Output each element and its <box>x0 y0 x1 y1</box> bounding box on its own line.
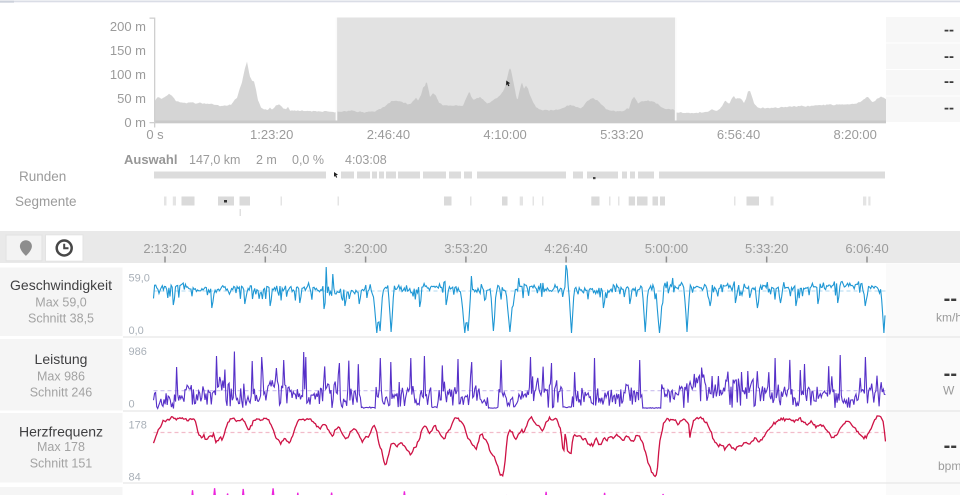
svg-text:Geschwindigkeit: Geschwindigkeit <box>10 277 112 293</box>
svg-text:W: W <box>943 384 955 398</box>
svg-text:4:10:00: 4:10:00 <box>483 127 526 142</box>
svg-text:1:23:20: 1:23:20 <box>250 127 293 142</box>
svg-text:0 m: 0 m <box>124 115 146 130</box>
svg-text:bpm: bpm <box>938 459 960 473</box>
svg-text:2:46:40: 2:46:40 <box>367 127 410 142</box>
svg-text:147,0 km: 147,0 km <box>189 153 240 167</box>
svg-text:6:06:40: 6:06:40 <box>845 241 888 256</box>
svg-text:100 m: 100 m <box>110 67 146 82</box>
svg-text:2:46:40: 2:46:40 <box>244 241 287 256</box>
svg-text:84: 84 <box>129 472 141 484</box>
svg-text:Schnitt 151: Schnitt 151 <box>30 457 93 471</box>
svg-text:0: 0 <box>129 399 135 411</box>
svg-text:Auswahl: Auswahl <box>124 152 177 167</box>
svg-text:Max 986: Max 986 <box>37 370 85 384</box>
svg-text:0 s: 0 s <box>146 127 164 142</box>
svg-text:59,0: 59,0 <box>129 273 150 285</box>
svg-text:150 m: 150 m <box>110 43 146 58</box>
svg-text:--: -- <box>944 73 954 90</box>
svg-text:--: -- <box>944 288 957 310</box>
svg-text:--: -- <box>944 435 957 457</box>
svg-text:178: 178 <box>129 420 147 432</box>
svg-text:Schnitt 246: Schnitt 246 <box>30 386 93 400</box>
svg-text:4:03:08: 4:03:08 <box>345 153 387 167</box>
svg-text:5:00:00: 5:00:00 <box>645 241 688 256</box>
svg-text:Segmente: Segmente <box>15 194 77 209</box>
svg-text:Herzfrequenz: Herzfrequenz <box>19 424 103 440</box>
svg-text:5:33:20: 5:33:20 <box>600 127 643 142</box>
svg-text:--: -- <box>944 100 954 117</box>
svg-text:200 m: 200 m <box>110 19 146 34</box>
svg-text:8:20:00: 8:20:00 <box>834 127 877 142</box>
svg-text:Max 59,0: Max 59,0 <box>35 296 86 310</box>
svg-text:--: -- <box>944 22 954 39</box>
svg-text:3:20:00: 3:20:00 <box>344 241 387 256</box>
svg-text:--: -- <box>944 48 954 65</box>
svg-text:5:33:20: 5:33:20 <box>745 241 788 256</box>
svg-text:2 m: 2 m <box>256 153 277 167</box>
svg-text:--: -- <box>944 363 957 385</box>
svg-text:km/h: km/h <box>936 311 960 325</box>
svg-text:4:26:40: 4:26:40 <box>544 241 587 256</box>
svg-text:Schnitt 38,5: Schnitt 38,5 <box>28 312 94 326</box>
svg-text:986: 986 <box>129 346 147 358</box>
svg-text:0,0 %: 0,0 % <box>292 153 324 167</box>
svg-text:3:53:20: 3:53:20 <box>444 241 487 256</box>
svg-text:Max 178: Max 178 <box>37 440 85 454</box>
svg-text:6:56:40: 6:56:40 <box>717 127 760 142</box>
svg-text:Leistung: Leistung <box>35 351 88 367</box>
svg-text:50 m: 50 m <box>117 91 146 106</box>
svg-text:0,0: 0,0 <box>129 325 144 337</box>
svg-text:Runden: Runden <box>19 169 66 184</box>
svg-text:2:13:20: 2:13:20 <box>143 241 186 256</box>
